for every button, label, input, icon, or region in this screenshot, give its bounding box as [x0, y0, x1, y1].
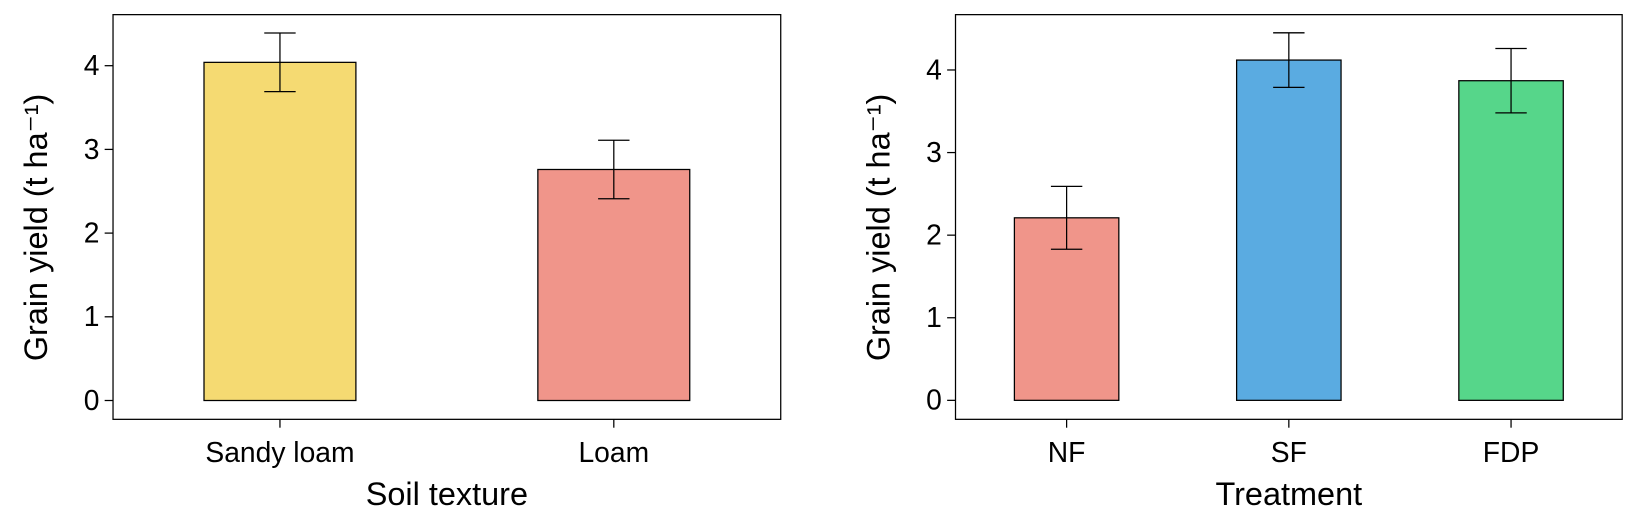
bar	[1235, 59, 1342, 401]
y-tick-label: 4	[84, 49, 100, 81]
y-tick-label: 2	[926, 219, 942, 251]
y-axis-title: Grain yield (t ha⁻¹)	[861, 94, 897, 361]
y-tick-label: 3	[84, 133, 100, 165]
x-tick-label: Sandy loam	[205, 436, 354, 468]
y-tick-label: 4	[926, 53, 942, 85]
y-tick-label: 3	[926, 136, 942, 168]
bar	[1458, 80, 1564, 401]
y-axis-title: Grain yield (t ha⁻¹)	[18, 94, 54, 361]
plot-frame	[954, 14, 1623, 420]
bar	[203, 61, 357, 402]
y-tick-label: 1	[926, 301, 942, 333]
y-tick-label: 0	[84, 384, 100, 416]
y-tick-label: 0	[926, 384, 942, 416]
y-tick-label: 1	[84, 300, 100, 332]
x-tick-label: SF	[1271, 436, 1307, 468]
y-tick-label: 2	[84, 217, 100, 249]
x-axis-title: Soil texture	[366, 476, 528, 512]
plot-frame	[112, 14, 782, 420]
x-tick-label: FDP	[1483, 436, 1540, 468]
x-tick-label: NF	[1048, 436, 1086, 468]
x-axis-title: Treatment	[1216, 476, 1363, 512]
x-tick-label: Loam	[578, 436, 649, 468]
bar	[537, 168, 691, 402]
